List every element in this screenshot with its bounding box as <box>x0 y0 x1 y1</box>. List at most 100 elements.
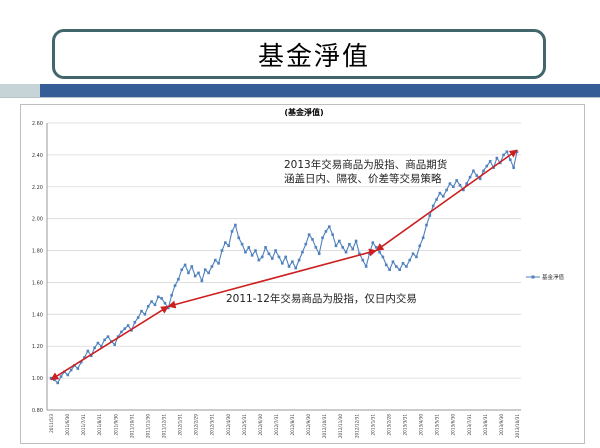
y-tick-label: 1.80 <box>32 249 43 255</box>
data-point <box>411 252 415 256</box>
data-point <box>324 230 328 233</box>
y-tick-label: 1.60 <box>32 280 43 286</box>
data-point <box>150 300 153 303</box>
data-point <box>234 223 237 227</box>
data-point <box>388 268 391 271</box>
x-tick-label: 2012/11/30 <box>338 414 343 438</box>
data-point <box>408 258 412 262</box>
x-tick-label: 2011/6/30 <box>65 414 70 436</box>
data-point <box>193 274 197 278</box>
data-point <box>156 295 160 299</box>
data-point <box>247 246 251 249</box>
x-tick-label: 2011/12/31 <box>161 414 166 438</box>
data-point <box>277 255 281 259</box>
data-point <box>311 238 314 241</box>
x-tick-label: 2013/5/31 <box>435 414 440 436</box>
data-point <box>321 236 324 240</box>
data-point <box>341 246 344 249</box>
data-point <box>140 309 143 313</box>
data-point <box>56 381 60 385</box>
data-point <box>287 265 291 268</box>
data-point <box>364 265 368 268</box>
data-point <box>237 236 241 240</box>
chart-title: (基金淨值) <box>284 107 323 117</box>
data-point <box>395 265 398 268</box>
data-point <box>307 233 311 236</box>
y-tick-label: 2.00 <box>32 217 43 223</box>
data-point <box>200 279 204 283</box>
x-tick-label: 2013/6/30 <box>451 414 456 436</box>
data-point <box>431 204 435 208</box>
data-point <box>267 252 271 256</box>
x-tick-label: 2012/2/29 <box>194 414 199 436</box>
data-point <box>301 250 304 254</box>
data-point <box>250 254 254 257</box>
x-tick-label: 2011/8/31 <box>97 414 102 436</box>
x-tick-label: 2012/9/30 <box>306 414 311 436</box>
data-point <box>203 268 207 271</box>
divider-line <box>0 97 600 98</box>
data-point <box>133 321 137 324</box>
x-tick-label: 2012/1/31 <box>178 414 183 436</box>
x-tick-label: 2011/9/30 <box>113 414 118 436</box>
chart-annotation: 2013年交易商品为股指、商品期货 <box>284 158 447 171</box>
data-point <box>438 191 442 195</box>
data-point <box>505 150 509 153</box>
x-tick-label: 2012/7/31 <box>274 414 279 436</box>
data-point <box>421 236 425 240</box>
data-point <box>163 301 167 305</box>
data-point <box>197 271 200 275</box>
data-point <box>183 263 187 267</box>
data-point <box>334 244 338 248</box>
y-tick-label: 0.80 <box>32 408 43 414</box>
data-point <box>106 335 110 338</box>
x-tick-label: 2012/8/31 <box>290 414 295 436</box>
x-tick-label: 2013/2/28 <box>386 414 391 436</box>
data-point <box>170 293 173 297</box>
y-tick-label: 2.20 <box>32 185 43 191</box>
data-point <box>153 303 157 307</box>
data-point <box>217 262 220 265</box>
data-point <box>488 159 492 163</box>
data-point <box>458 183 462 187</box>
data-point <box>136 316 140 319</box>
data-point <box>344 250 348 254</box>
y-tick-label: 1.40 <box>32 312 43 318</box>
data-point <box>371 241 375 244</box>
legend-label: 基金淨值 <box>542 273 565 281</box>
data-point <box>374 246 378 249</box>
data-point <box>441 195 445 198</box>
data-point <box>160 297 163 300</box>
x-tick-label: 2012/12/31 <box>354 414 359 438</box>
data-point <box>425 223 428 227</box>
data-point <box>398 268 401 271</box>
data-point <box>472 169 475 173</box>
data-point <box>59 375 63 378</box>
data-point <box>257 258 261 262</box>
trend-arrow <box>375 149 518 252</box>
data-point <box>418 244 422 248</box>
x-tick-label: 2013/7/31 <box>467 414 472 436</box>
x-tick-label: 2013/4/30 <box>419 414 424 436</box>
chart-frame: (基金淨值) 0.80 1.00 1.20 1.40 1.60 1.80 2.00 2.20 2.… <box>20 104 585 444</box>
data-point <box>338 239 341 243</box>
x-tick-label: 2012/6/30 <box>258 414 263 436</box>
data-point <box>66 373 70 377</box>
y-tick-label: 1.20 <box>32 344 43 350</box>
data-point <box>468 175 472 179</box>
data-point <box>448 182 452 185</box>
x-tick-label: 2012/4/30 <box>226 414 231 436</box>
data-point <box>378 250 381 254</box>
data-point <box>143 313 147 316</box>
x-tick-label: 2011/5/3 <box>49 414 54 433</box>
data-point <box>361 258 365 262</box>
data-point <box>230 230 234 233</box>
data-point <box>405 265 408 268</box>
x-tick-label: 2013/9/30 <box>499 414 504 436</box>
data-point <box>415 255 418 259</box>
data-point <box>291 260 294 264</box>
trend-arrow <box>167 248 377 309</box>
data-point <box>297 258 301 262</box>
data-point <box>270 257 274 260</box>
data-point <box>304 242 308 246</box>
